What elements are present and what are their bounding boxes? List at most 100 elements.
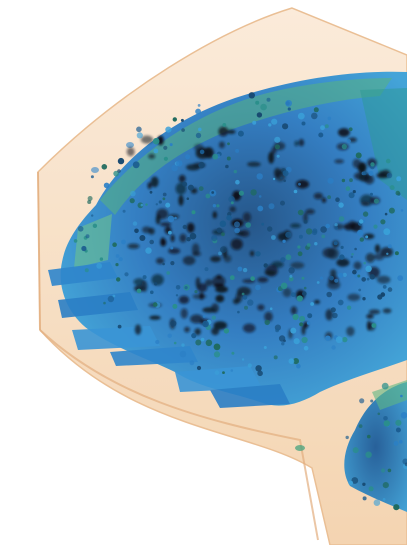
bead bbox=[162, 197, 166, 201]
dark-blob bbox=[314, 299, 320, 304]
bead bbox=[186, 197, 190, 200]
dark-blob bbox=[170, 234, 175, 242]
bead bbox=[382, 482, 389, 489]
bead bbox=[248, 92, 255, 99]
bead bbox=[85, 234, 90, 239]
bead bbox=[234, 227, 240, 234]
bead bbox=[150, 290, 154, 295]
dark-blob bbox=[347, 293, 361, 301]
bead bbox=[84, 268, 89, 273]
bead bbox=[202, 315, 206, 318]
dark-blob bbox=[330, 269, 337, 278]
bead bbox=[394, 251, 399, 256]
bead bbox=[338, 272, 344, 278]
teal-fringe-right bbox=[360, 88, 407, 200]
bead bbox=[297, 112, 305, 120]
bead bbox=[247, 299, 254, 306]
bead bbox=[195, 108, 202, 115]
bead bbox=[352, 190, 356, 194]
bead bbox=[117, 157, 125, 165]
bead bbox=[175, 285, 181, 290]
bead bbox=[370, 162, 375, 167]
bead bbox=[241, 358, 245, 361]
bead bbox=[136, 288, 142, 294]
dark-blob bbox=[237, 286, 251, 296]
dark-blob bbox=[368, 309, 381, 315]
bead bbox=[365, 451, 372, 458]
bead bbox=[189, 232, 197, 240]
bead bbox=[333, 241, 338, 246]
dark-blob bbox=[151, 274, 164, 286]
bead bbox=[318, 132, 324, 138]
bead bbox=[132, 161, 140, 169]
bead bbox=[273, 355, 278, 360]
bead bbox=[213, 351, 221, 358]
dark-blob bbox=[178, 174, 186, 183]
bead bbox=[354, 247, 357, 251]
bead bbox=[386, 172, 393, 179]
bead bbox=[194, 290, 198, 294]
dark-blob bbox=[282, 287, 292, 298]
dark-blob bbox=[327, 247, 339, 260]
bead bbox=[250, 276, 255, 281]
bead bbox=[345, 435, 349, 440]
bead bbox=[191, 210, 196, 215]
bead bbox=[174, 216, 177, 220]
dark-blob bbox=[179, 233, 187, 243]
dark-blob bbox=[126, 147, 135, 157]
dark-blob bbox=[194, 328, 201, 336]
bead bbox=[285, 254, 292, 261]
bead bbox=[332, 312, 338, 319]
bead bbox=[321, 234, 326, 239]
bead bbox=[136, 126, 142, 133]
bead bbox=[330, 307, 336, 313]
dark-blob bbox=[178, 195, 184, 206]
dark-blob bbox=[249, 250, 255, 257]
bead bbox=[363, 261, 367, 265]
bead bbox=[112, 242, 117, 247]
bead bbox=[327, 177, 334, 184]
bead bbox=[167, 215, 175, 223]
bead bbox=[327, 195, 331, 200]
bead bbox=[158, 200, 162, 204]
bead bbox=[359, 398, 365, 404]
bead bbox=[172, 117, 177, 122]
bead bbox=[181, 343, 185, 347]
bead bbox=[371, 323, 377, 328]
bead bbox=[373, 224, 378, 229]
bead bbox=[299, 322, 304, 327]
bead bbox=[342, 272, 347, 277]
bead bbox=[269, 307, 273, 311]
bead bbox=[331, 345, 336, 350]
bead bbox=[99, 257, 104, 261]
bead bbox=[196, 365, 202, 371]
bead bbox=[132, 221, 138, 226]
dark-blob bbox=[364, 174, 375, 185]
bead bbox=[292, 313, 299, 321]
bead bbox=[301, 121, 306, 126]
bead bbox=[107, 295, 115, 303]
dark-blob bbox=[134, 324, 142, 335]
dark-blob bbox=[301, 324, 306, 336]
bead bbox=[204, 267, 209, 272]
bead bbox=[258, 195, 262, 198]
bead bbox=[373, 198, 379, 204]
bead bbox=[329, 275, 334, 281]
bead bbox=[118, 257, 123, 262]
dark-blob bbox=[229, 206, 236, 213]
dark-blob bbox=[290, 262, 305, 269]
bead bbox=[223, 328, 230, 334]
bead bbox=[359, 219, 364, 224]
dark-blob bbox=[186, 222, 195, 233]
bead bbox=[179, 350, 187, 358]
dark-blob bbox=[305, 208, 315, 215]
bead bbox=[369, 274, 375, 280]
bead bbox=[296, 363, 301, 369]
dark-blob bbox=[148, 153, 156, 159]
bead bbox=[186, 237, 191, 242]
dark-blob bbox=[366, 320, 371, 331]
dark-blob bbox=[204, 279, 213, 287]
bead bbox=[287, 107, 291, 111]
bead bbox=[306, 321, 311, 325]
